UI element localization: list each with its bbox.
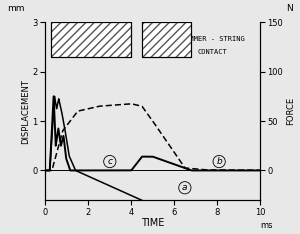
Bar — [142, 22, 191, 57]
Text: ms: ms — [260, 220, 272, 230]
Y-axis label: FORCE: FORCE — [286, 97, 295, 125]
Y-axis label: DISPLACEMENT: DISPLACEMENT — [21, 79, 30, 144]
X-axis label: TIME: TIME — [141, 218, 164, 228]
Text: a: a — [182, 183, 188, 192]
Bar — [142, 22, 191, 57]
Text: HAMMER - STRING: HAMMER - STRING — [181, 37, 244, 43]
Text: c: c — [107, 157, 112, 166]
Text: N: N — [286, 4, 293, 13]
Bar — [51, 22, 131, 57]
Bar — [51, 22, 131, 57]
Text: CONTACT: CONTACT — [198, 49, 228, 55]
Bar — [142, 22, 191, 57]
Bar — [51, 22, 131, 57]
Text: b: b — [216, 157, 222, 166]
Text: mm: mm — [7, 4, 24, 13]
